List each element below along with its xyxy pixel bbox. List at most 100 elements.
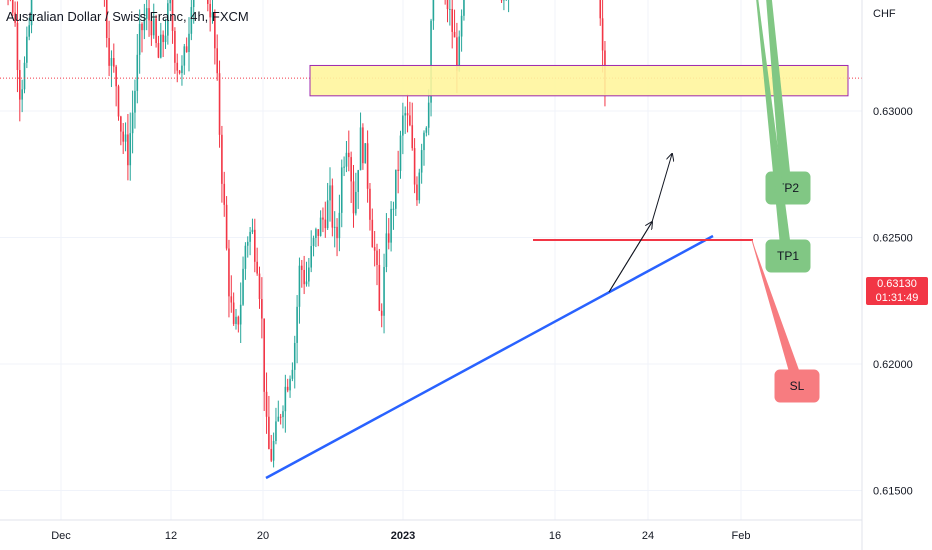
candle-body — [21, 89, 23, 100]
candle — [463, 0, 465, 21]
candle-body — [324, 219, 327, 229]
candle-body — [275, 421, 277, 441]
candle — [293, 335, 296, 389]
candle — [164, 18, 167, 50]
candle-body — [326, 200, 329, 229]
candle-body — [420, 150, 423, 173]
candle — [301, 259, 303, 288]
candle-body — [416, 184, 418, 201]
time-tick-label: 20 — [257, 530, 269, 542]
candle-body — [345, 152, 348, 167]
candle — [244, 242, 247, 280]
candle-body — [136, 54, 139, 91]
candle — [305, 261, 308, 287]
candle-body — [160, 34, 162, 58]
candle — [352, 164, 355, 228]
candle-body — [150, 20, 153, 36]
candle — [23, 56, 26, 94]
candle — [169, 0, 171, 12]
candle-body — [246, 241, 249, 246]
candle — [449, 0, 451, 26]
candle — [19, 59, 21, 122]
candle-body — [458, 36, 461, 71]
candle-body — [319, 217, 322, 236]
candle — [289, 375, 291, 398]
candle — [303, 255, 305, 295]
candle — [214, 9, 216, 65]
candle — [329, 167, 331, 222]
candle-body — [105, 0, 108, 39]
candle — [117, 84, 120, 121]
candle — [209, 0, 211, 32]
candle-body — [359, 127, 362, 171]
candle — [338, 194, 341, 252]
candle — [423, 130, 425, 166]
candle-body — [155, 18, 157, 44]
candle — [143, 3, 146, 40]
time-tick-label: 12 — [165, 530, 177, 542]
candle-body — [366, 143, 369, 189]
candle — [232, 292, 235, 326]
candle — [387, 218, 390, 250]
candle — [425, 126, 428, 137]
candle — [157, 35, 160, 59]
candle — [129, 112, 132, 181]
candle — [136, 34, 139, 104]
candle — [105, 0, 108, 48]
candle-body — [145, 8, 148, 19]
candle-body — [251, 229, 254, 232]
candle — [413, 138, 416, 194]
candle — [148, 0, 150, 37]
candle — [26, 26, 28, 69]
candle-body — [138, 23, 141, 55]
candle-body — [425, 127, 428, 133]
candle-body — [402, 115, 404, 136]
candle-body — [211, 12, 214, 18]
candle-body — [214, 12, 216, 49]
candle — [503, 0, 505, 11]
candle — [336, 218, 338, 257]
candle-body — [376, 250, 378, 265]
candle — [230, 275, 233, 313]
candle — [322, 207, 324, 233]
candle — [124, 122, 127, 152]
candle — [333, 211, 336, 248]
candle-body — [188, 33, 190, 53]
candle — [185, 37, 188, 53]
candle-body — [232, 302, 235, 324]
candle-body — [282, 411, 284, 418]
candle-body — [456, 37, 458, 71]
candle — [246, 236, 249, 258]
candle — [500, 0, 503, 3]
candle — [218, 60, 221, 148]
candle — [254, 218, 256, 273]
candle — [152, 3, 155, 39]
candle — [350, 151, 352, 203]
candle — [134, 79, 136, 129]
candle — [432, 0, 435, 30]
candle-body — [122, 131, 124, 142]
candle-body — [237, 316, 240, 325]
candle — [211, 0, 214, 24]
candle-body — [413, 148, 416, 185]
candle-body — [181, 65, 183, 74]
sl-callout-label: SL — [790, 379, 805, 393]
candle-body — [171, 0, 174, 31]
candle — [225, 196, 228, 251]
price-axis[interactable]: 0.650000.645000.640000.635000.630000.625… — [861, 0, 913, 550]
candle-body — [317, 229, 320, 236]
bar-countdown-label: 01:31:49 — [866, 291, 928, 305]
candle — [362, 123, 364, 170]
time-axis[interactable]: Dec 12 20 2023 16 24 Feb — [0, 519, 862, 542]
candle — [28, 17, 30, 41]
candle — [371, 208, 374, 248]
candle — [444, 0, 446, 5]
candle-body — [16, 22, 19, 71]
candle-body — [117, 86, 120, 117]
candle — [446, 0, 449, 23]
candle-body — [423, 132, 425, 151]
candle — [272, 432, 275, 468]
candle — [103, 0, 105, 7]
candle-body — [263, 318, 265, 392]
